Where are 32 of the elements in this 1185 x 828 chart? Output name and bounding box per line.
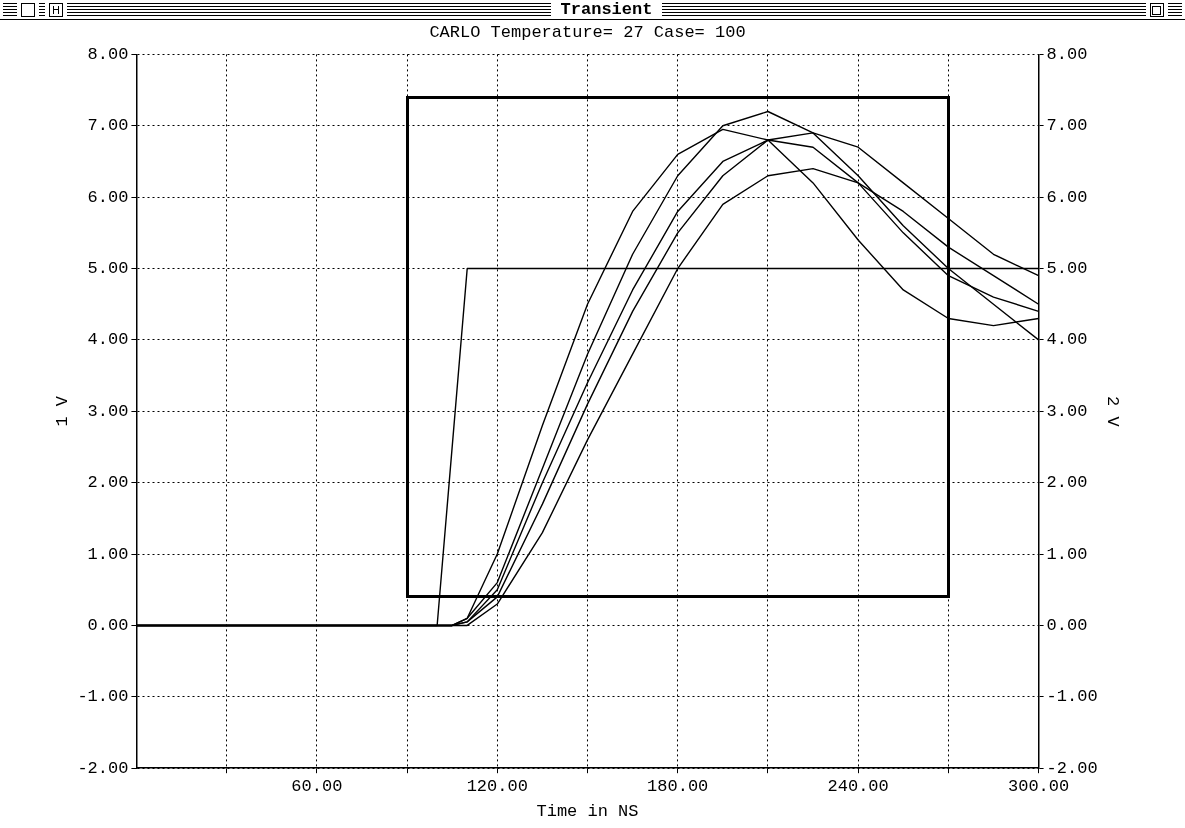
y-tick-label: -2.00 — [77, 758, 129, 778]
y2-tick-label: 6.00 — [1046, 187, 1088, 207]
y2-tick-label: 0.00 — [1046, 615, 1088, 635]
x-axis-title: Time in NS — [536, 802, 639, 822]
y-tick-label: 7.00 — [87, 116, 129, 136]
x-tick-label: 240.00 — [827, 776, 889, 796]
y2-tick-label: 5.00 — [1046, 259, 1088, 279]
y2-axis-title: 2 V — [1103, 396, 1123, 428]
y-tick-label: 8.00 — [87, 44, 129, 64]
y2-tick-label: 4.00 — [1046, 330, 1088, 350]
x-tick-label: 120.00 — [466, 776, 528, 796]
y-axis-title: 1 V — [52, 395, 72, 427]
y-tick-label: 0.00 — [87, 615, 129, 635]
y2-tick-label: 1.00 — [1046, 544, 1088, 564]
y2-tick-label: -1.00 — [1046, 687, 1098, 707]
y-tick-label: 5.00 — [87, 259, 129, 279]
y-tick-label: 1.00 — [87, 544, 129, 564]
y2-tick-label: 2.00 — [1046, 473, 1088, 493]
chart-subtitle: CARLO Temperature= 27 Case= 100 — [429, 22, 746, 42]
x-tick-label: 60.00 — [291, 776, 343, 796]
y2-tick-label: 3.00 — [1046, 401, 1088, 421]
x-tick-label: 180.00 — [647, 776, 709, 796]
y-tick-label: 2.00 — [87, 473, 129, 493]
y-tick-label: 6.00 — [87, 187, 129, 207]
y2-tick-label: -2.00 — [1046, 758, 1098, 778]
y-tick-label: 4.00 — [87, 330, 129, 350]
x-tick-label: 300.00 — [1007, 776, 1070, 796]
y-tick-label: 3.00 — [87, 401, 129, 421]
chart-title: Transient — [559, 0, 654, 19]
y2-tick-label: 7.00 — [1046, 116, 1088, 136]
y2-tick-label: 8.00 — [1046, 44, 1088, 64]
y-tick-label: -1.00 — [77, 687, 129, 707]
